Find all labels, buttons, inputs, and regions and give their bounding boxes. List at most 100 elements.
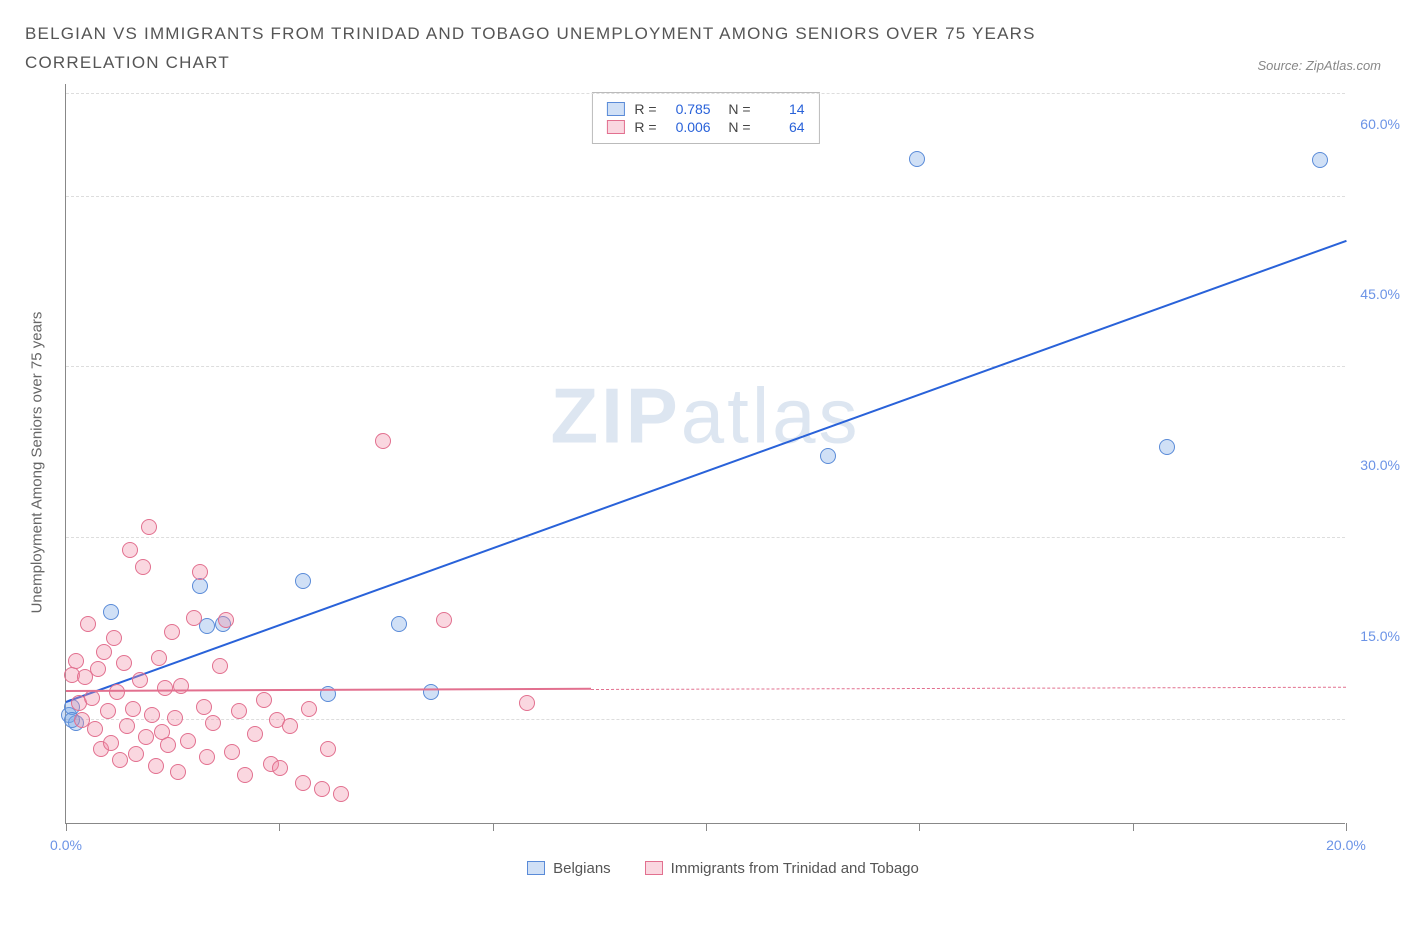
data-point [1312, 152, 1328, 168]
data-point [160, 737, 176, 753]
data-point [224, 744, 240, 760]
data-point [212, 658, 228, 674]
x-tick [706, 823, 707, 831]
data-point [138, 729, 154, 745]
data-point [109, 684, 125, 700]
data-point [68, 653, 84, 669]
stat-n-value: 64 [761, 119, 805, 135]
data-point [295, 573, 311, 589]
gridline [66, 537, 1345, 538]
stat-r-value: 0.006 [667, 119, 711, 135]
gridline [66, 93, 1345, 94]
data-point [247, 726, 263, 742]
scatter-plot: ZIPatlas R =0.785 N =14R =0.006 N =64 15… [65, 84, 1345, 824]
trend-line [66, 240, 1347, 703]
data-point [167, 710, 183, 726]
legend-item: Immigrants from Trinidad and Tobago [645, 860, 919, 877]
legend-swatch [606, 102, 624, 116]
chart-container: Unemployment Among Seniors over 75 years… [65, 84, 1381, 824]
data-point [132, 672, 148, 688]
stat-n-value: 14 [761, 101, 805, 117]
data-point [84, 690, 100, 706]
data-point [199, 749, 215, 765]
stat-row: R = 0.006 N = 64 [606, 119, 804, 135]
data-point [186, 610, 202, 626]
data-point [135, 559, 151, 575]
legend-label: Immigrants from Trinidad and Tobago [671, 860, 919, 877]
stat-label: N = [721, 101, 751, 117]
data-point [820, 448, 836, 464]
gridline [66, 366, 1345, 367]
data-point [196, 699, 212, 715]
data-point [1159, 439, 1175, 455]
correlation-stats-box: R = 0.785 N = 14 R = 0.006 N = 64 [591, 92, 819, 144]
data-point [100, 703, 116, 719]
data-point [144, 707, 160, 723]
data-point [256, 692, 272, 708]
data-point [205, 715, 221, 731]
data-point [519, 695, 535, 711]
legend-swatch [527, 861, 545, 875]
data-point [90, 661, 106, 677]
data-point [128, 746, 144, 762]
gridline [66, 719, 1345, 720]
legend: Belgians Immigrants from Trinidad and Tob… [65, 860, 1381, 877]
x-tick [1346, 823, 1347, 831]
data-point [436, 612, 452, 628]
data-point [173, 678, 189, 694]
data-point [192, 564, 208, 580]
data-point [295, 775, 311, 791]
data-point [375, 433, 391, 449]
data-point [141, 519, 157, 535]
legend-swatch [606, 120, 624, 134]
legend-swatch [645, 861, 663, 875]
data-point [391, 616, 407, 632]
x-tick [279, 823, 280, 831]
watermark: ZIPatlas [550, 371, 860, 462]
stat-label: N = [721, 119, 751, 135]
legend-item: Belgians [527, 860, 611, 877]
x-tick [493, 823, 494, 831]
x-tick [919, 823, 920, 831]
gridline [66, 196, 1345, 197]
data-point [151, 650, 167, 666]
data-point [423, 684, 439, 700]
data-point [80, 616, 96, 632]
data-point [96, 644, 112, 660]
data-point [103, 604, 119, 620]
stat-label: R = [634, 119, 656, 135]
data-point [157, 680, 173, 696]
data-point [119, 718, 135, 734]
stat-row: R = 0.785 N = 14 [606, 101, 804, 117]
data-point [333, 786, 349, 802]
source-label: Source: ZipAtlas.com [1257, 58, 1381, 73]
legend-label: Belgians [553, 860, 611, 877]
x-tick [66, 823, 67, 831]
y-axis-label: Unemployment Among Seniors over 75 years [29, 311, 46, 613]
data-point [301, 701, 317, 717]
stat-r-value: 0.785 [667, 101, 711, 117]
data-point [272, 760, 288, 776]
y-tick-label: 45.0% [1360, 286, 1400, 302]
data-point [320, 741, 336, 757]
header: BELGIAN VS IMMIGRANTS FROM TRINIDAD AND … [25, 20, 1381, 78]
data-point [180, 733, 196, 749]
data-point [218, 612, 234, 628]
data-point [125, 701, 141, 717]
data-point [192, 578, 208, 594]
data-point [122, 542, 138, 558]
data-point [909, 151, 925, 167]
chart-title: BELGIAN VS IMMIGRANTS FROM TRINIDAD AND … [25, 20, 1125, 78]
data-point [148, 758, 164, 774]
x-tick-label: 20.0% [1326, 837, 1366, 853]
data-point [164, 624, 180, 640]
data-point [314, 781, 330, 797]
data-point [112, 752, 128, 768]
y-tick-label: 15.0% [1360, 628, 1400, 644]
y-tick-label: 30.0% [1360, 457, 1400, 473]
data-point [170, 764, 186, 780]
data-point [237, 767, 253, 783]
stat-label: R = [634, 101, 656, 117]
trend-line-extrapolated [591, 686, 1346, 689]
data-point [87, 721, 103, 737]
